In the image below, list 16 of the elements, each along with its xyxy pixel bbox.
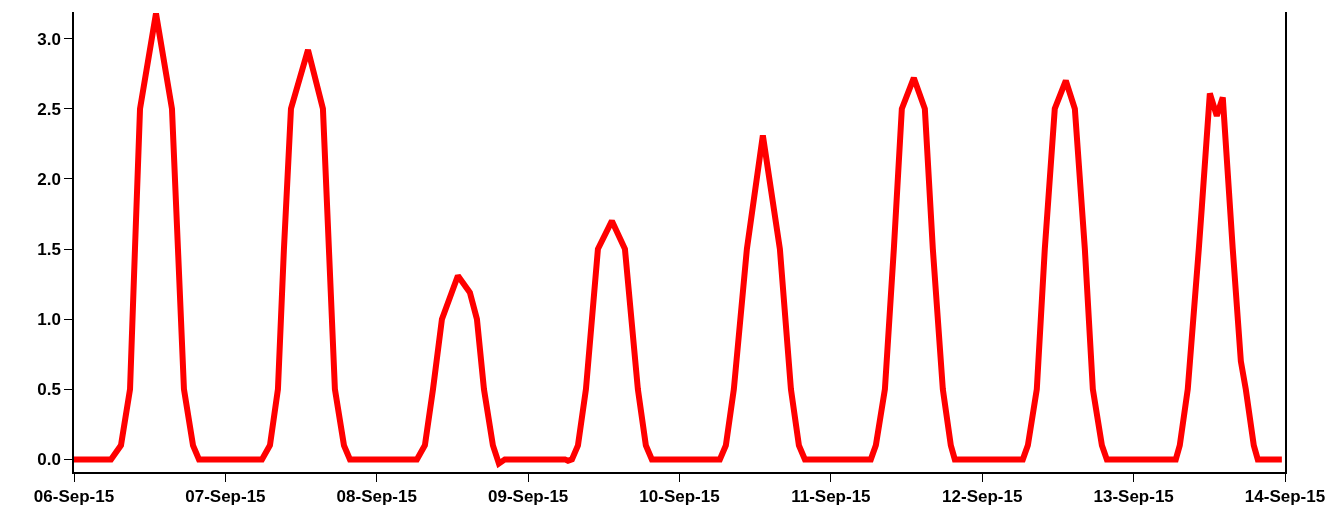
y-tick-label: 1.0 [37,310,61,330]
x-tick-label: 10-Sep-15 [639,487,720,507]
x-tick-label: 13-Sep-15 [1093,487,1174,507]
y-tick-label: 3.0 [37,29,61,49]
x-tick-label: 08-Sep-15 [336,487,417,507]
x-tick-label: 11-Sep-15 [791,487,871,507]
y-tick-label: 2.0 [37,169,61,189]
x-tick-label: 06-Sep-15 [33,487,115,507]
y-tick-label: 0.0 [37,450,61,470]
x-tick-label: 07-Sep-15 [185,487,266,507]
x-tick-label: 12-Sep-15 [942,487,1023,507]
x-tick-label: 09-Sep-15 [487,487,569,507]
y-tick-label: 1.5 [37,239,61,259]
y-tick-label: 2.5 [37,99,61,119]
y-tick-label: 0.5 [37,380,61,400]
x-tick-label: 14-Sep-15 [1244,487,1326,507]
